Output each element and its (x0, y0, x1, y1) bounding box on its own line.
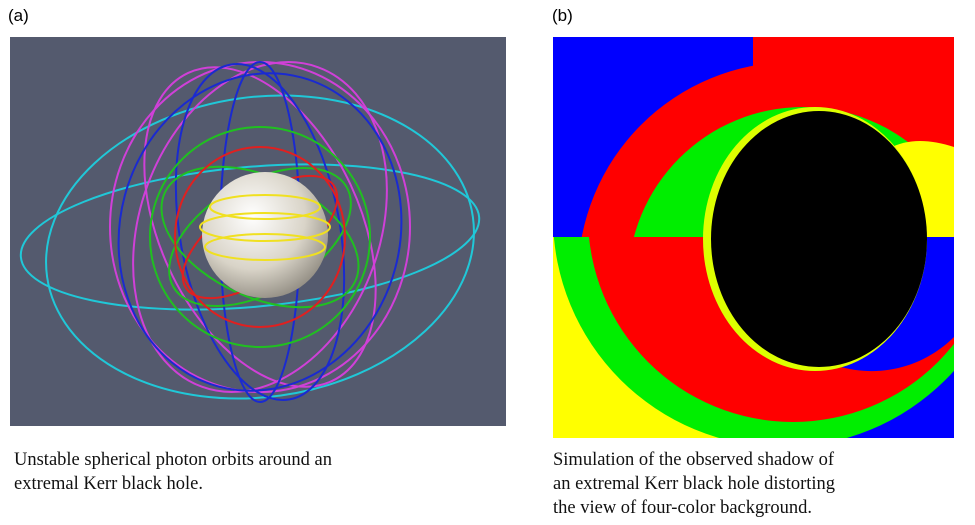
caption-line: an extremal Kerr black hole distorting (553, 472, 835, 496)
panel-label: (b) (552, 6, 573, 26)
caption: Simulation of the observed shadow of an … (553, 448, 835, 520)
caption-line: Unstable spherical photon orbits around … (14, 448, 332, 472)
shadow-image (553, 37, 954, 438)
page: (a) (b) (0, 0, 975, 525)
orbit-image (10, 37, 506, 426)
caption-line: Simulation of the observed shadow of (553, 448, 835, 472)
panel-label: (a) (8, 6, 29, 26)
caption-line: the view of four-color background. (553, 496, 835, 520)
caption: Unstable spherical photon orbits around … (14, 448, 332, 496)
caption-line: extremal Kerr black hole. (14, 472, 332, 496)
